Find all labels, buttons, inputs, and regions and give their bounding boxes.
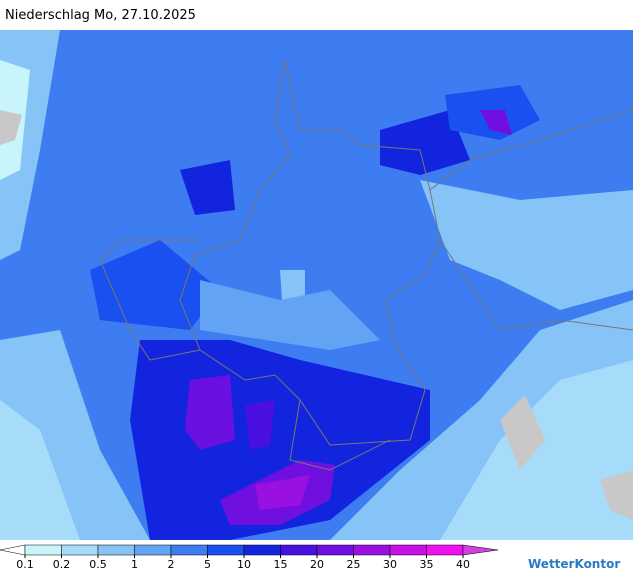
legend-label: 5 (204, 558, 211, 571)
area-heavier (180, 160, 235, 215)
area-medium (200, 280, 380, 350)
legend-swatch (353, 544, 391, 556)
area-purple (255, 475, 310, 510)
land-no-data (0, 110, 22, 145)
legend-arrow (462, 544, 499, 556)
legend: 0.1 0.2 0.5 1 2 5 10 15 20 25 30 35 40 (0, 544, 499, 571)
legend-swatch (316, 544, 354, 556)
area-light (420, 180, 633, 310)
legend-label: 40 (456, 558, 470, 571)
legend-swatch (389, 544, 427, 556)
legend-label: 20 (310, 558, 324, 571)
area-heavier (380, 110, 470, 175)
legend-swatch (243, 544, 281, 556)
country-border (179, 59, 441, 446)
precipitation-map (0, 30, 633, 540)
area-violet (185, 375, 235, 450)
legend-label: 0.2 (53, 558, 71, 571)
legend-swatch (426, 544, 464, 556)
legend-label: 35 (420, 558, 434, 571)
logo: WetterKontor (528, 557, 620, 571)
legend-swatch (207, 544, 245, 556)
legend-label: 0.1 (16, 558, 34, 571)
legend-swatch (134, 544, 172, 556)
legend-label: 10 (237, 558, 251, 571)
area-light (280, 270, 305, 300)
area-violet (245, 400, 275, 450)
country-border (99, 109, 633, 471)
land-no-data (500, 395, 545, 470)
legend-swatch (61, 544, 99, 556)
legend-label: 30 (383, 558, 397, 571)
map-title: Niederschlag Mo, 27.10.2025 (5, 8, 196, 23)
area-violet (480, 110, 512, 135)
legend-label: 15 (274, 558, 288, 571)
area-heavy (90, 240, 220, 330)
legend-swatch (170, 544, 208, 556)
legend-arrow (0, 544, 26, 556)
area-lighter (0, 400, 80, 540)
legend-label: 1 (131, 558, 138, 571)
land-no-data (600, 470, 633, 520)
legend-label: 25 (347, 558, 361, 571)
legend-label: 0.5 (89, 558, 107, 571)
legend-swatch (280, 544, 318, 556)
legend-swatch (24, 544, 62, 556)
legend-label: 2 (168, 558, 175, 571)
legend-swatch (97, 544, 135, 556)
